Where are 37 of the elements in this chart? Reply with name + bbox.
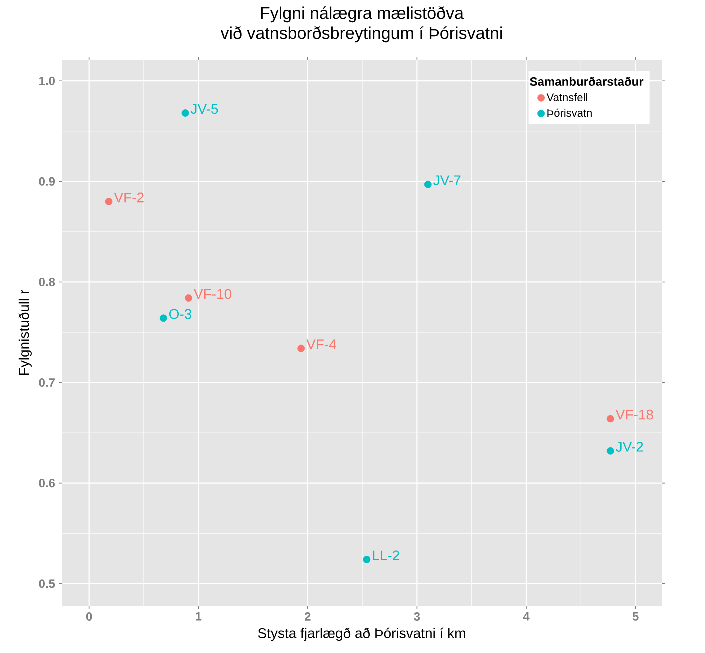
point xyxy=(298,344,306,352)
annotation: VF-10 xyxy=(194,289,232,300)
annotation: VF-18 xyxy=(616,410,654,420)
y-tick-label: 0.6 xyxy=(39,479,56,488)
y-axis-title: Fylgnistuðull r xyxy=(18,290,32,376)
y-tick-label: 1.0 xyxy=(40,76,55,86)
annotation: O-3 xyxy=(169,309,192,320)
x-axis-title: Stysta fjarlægð að Þórisvatni í km xyxy=(258,628,466,642)
point xyxy=(606,415,614,423)
y-tick-label: 0.7 xyxy=(39,378,55,388)
annotation: JV-2 xyxy=(616,442,644,452)
legend-label: Þórisvatn xyxy=(548,108,592,118)
point xyxy=(424,180,432,188)
point xyxy=(182,110,190,117)
chart-subtitle: við vatnsborðsbreytingum í Þórisvatni xyxy=(220,26,502,43)
annotation: VF-4 xyxy=(306,340,336,350)
annotation: LL-2 xyxy=(373,550,400,561)
point xyxy=(160,314,168,322)
point xyxy=(105,198,113,206)
point xyxy=(606,447,614,455)
x-tick-label: 3 xyxy=(414,612,420,622)
x-tick-label: 5 xyxy=(632,612,639,621)
annotation: JV-5 xyxy=(190,104,218,114)
x-tick-label: 1 xyxy=(196,612,202,621)
point xyxy=(185,294,192,302)
annotation: JV-7 xyxy=(434,176,461,186)
y-tick-label: 0.5 xyxy=(39,580,56,588)
point xyxy=(363,556,371,564)
x-tick-label: 2 xyxy=(304,612,311,621)
y-tick-label: 0.8 xyxy=(39,278,56,286)
y-tick-label: 0.9 xyxy=(39,177,56,186)
legend-title: Samanburðarstaður xyxy=(530,77,644,86)
annotation: VF-2 xyxy=(114,192,144,203)
legend-label: Vatnsfell xyxy=(546,93,588,102)
chart-title: Fylgni nálægra mælistöðva xyxy=(261,6,464,23)
x-tick-label: 0 xyxy=(86,612,92,622)
x-tick-label: 4 xyxy=(523,612,530,621)
